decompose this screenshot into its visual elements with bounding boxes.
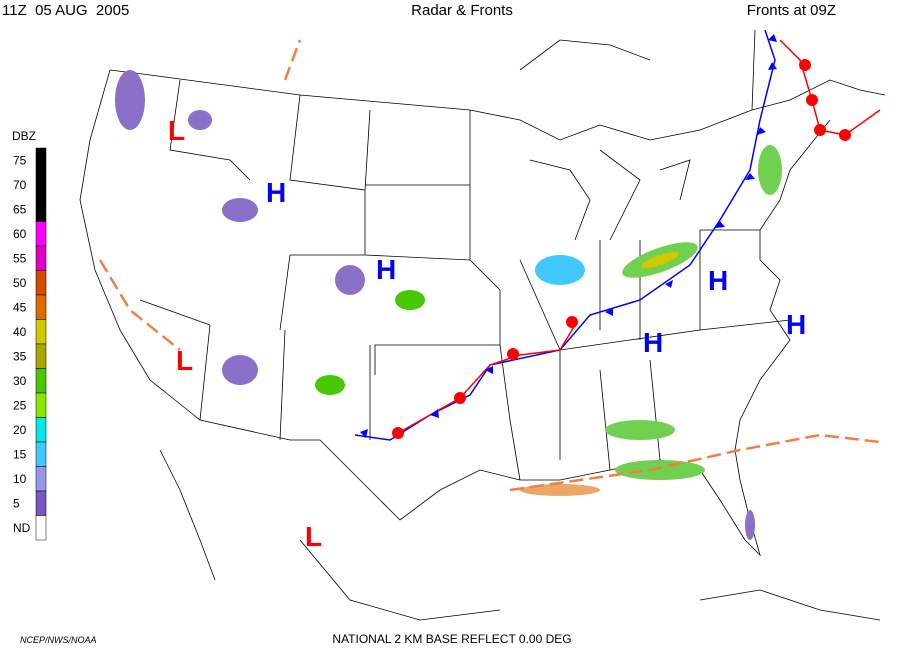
legend-label: 70 — [13, 178, 27, 192]
pressure-center: H — [376, 254, 396, 285]
legend-swatch — [35, 417, 47, 443]
legend-label: 35 — [13, 349, 27, 363]
legend-label: 30 — [13, 374, 27, 388]
pressure-center: H — [266, 177, 286, 208]
radar-echoes — [115, 70, 782, 540]
legend-label: 50 — [13, 276, 27, 290]
product-name: NATIONAL 2 KM BASE REFLECT 0.00 DEG — [332, 632, 571, 646]
legend-swatch — [35, 441, 47, 467]
pressure-centers: L H H L L H H H — [168, 115, 806, 552]
legend-label: 5 — [13, 496, 20, 510]
legend-swatch — [35, 270, 47, 296]
legend-swatch — [35, 466, 47, 492]
pressure-center: H — [708, 265, 728, 296]
pressure-center: H — [786, 309, 806, 340]
pressure-center: L — [305, 521, 322, 552]
legend-label: 10 — [13, 472, 27, 486]
valid-time: 11Z 05 AUG 2005 — [2, 2, 129, 19]
legend-label: 75 — [13, 153, 27, 167]
fronts — [98, 29, 881, 492]
pressure-center: L — [176, 345, 193, 376]
map-title: Radar & Fronts — [411, 2, 513, 19]
credit: NCEP/NWS/NOAA — [20, 635, 97, 645]
legend-label: 25 — [13, 398, 27, 412]
legend-swatch — [35, 147, 47, 173]
pressure-center: L — [168, 115, 185, 146]
legend-swatch — [35, 221, 47, 247]
legend-label: 15 — [13, 447, 27, 461]
legend-swatch — [35, 172, 47, 198]
fronts-time: Fronts at 09Z — [747, 2, 836, 19]
legend-swatch — [35, 368, 47, 394]
legend-label: 60 — [13, 227, 27, 241]
legend-swatch — [35, 294, 47, 320]
legend-swatch — [35, 245, 47, 271]
pressure-center: H — [643, 327, 663, 358]
legend-label: 55 — [13, 251, 27, 265]
legend-label: ND — [13, 521, 31, 535]
legend-swatch — [35, 196, 47, 222]
legend-swatch — [35, 392, 47, 418]
legend-label: 20 — [13, 423, 27, 437]
legend-title: DBZ — [12, 129, 36, 143]
legend-label: 40 — [13, 325, 27, 339]
legend-swatch — [35, 343, 47, 369]
legend-swatch — [35, 319, 47, 345]
legend-label: 65 — [13, 202, 27, 216]
legend-swatch — [35, 515, 47, 541]
legend: 75 70 65 60 55 50 45 40 35 30 25 20 15 10 5 ND — [13, 147, 47, 541]
legend-label: 45 — [13, 300, 27, 314]
legend-swatch — [35, 490, 47, 516]
